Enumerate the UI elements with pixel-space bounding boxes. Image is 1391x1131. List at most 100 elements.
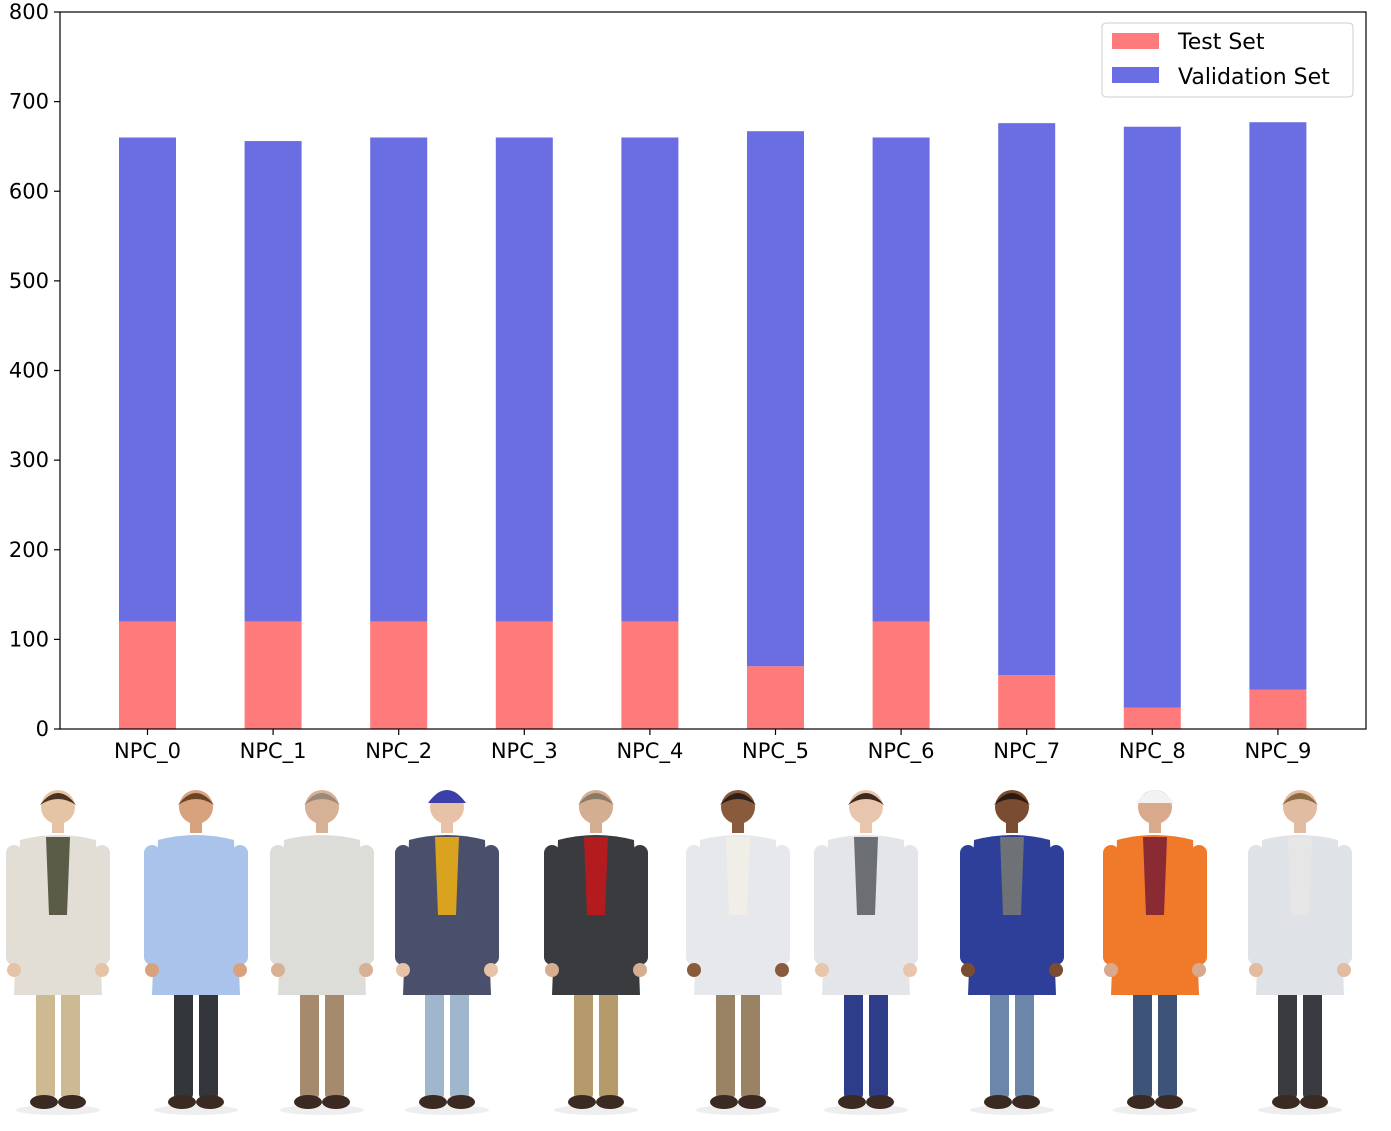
- figure-left-leg: [1133, 965, 1152, 1100]
- bar-test-set-npc-1: [244, 621, 302, 729]
- bar-test-set-npc-6: [872, 621, 930, 729]
- y-tick-label: 0: [36, 717, 49, 741]
- character-figures-strip: [6, 790, 1352, 1115]
- bar-validation-set-npc-7: [998, 123, 1056, 676]
- bar-validation-set-npc-0: [119, 137, 176, 622]
- figure-right-shoe: [866, 1095, 894, 1109]
- character-figure-npc-8: [1103, 790, 1207, 1115]
- character-figure-npc-6: [814, 790, 918, 1115]
- bar-validation-set-npc-5: [747, 131, 804, 667]
- x-tick-label-npc-3: NPC_3: [491, 739, 558, 764]
- figure-left-shoe: [568, 1095, 596, 1109]
- bar-test-set-npc-7: [998, 675, 1056, 729]
- figure-left-shoe: [30, 1095, 58, 1109]
- bar-test-set-npc-0: [119, 621, 176, 729]
- x-tick-label-npc-5: NPC_5: [742, 739, 809, 764]
- figure-hat: [1136, 790, 1174, 803]
- figure-shirt: [726, 837, 750, 915]
- figure-hair: [304, 793, 340, 805]
- figure-right-hand: [484, 963, 498, 977]
- bar-test-set-npc-3: [495, 621, 553, 729]
- bar-validation-set-npc-1: [244, 141, 302, 622]
- figure-left-leg: [300, 965, 319, 1100]
- bar-test-set-npc-9: [1249, 689, 1307, 729]
- character-figure-npc-5: [686, 790, 790, 1115]
- y-tick-label: 100: [9, 627, 49, 651]
- figure-right-shoe: [596, 1095, 624, 1109]
- figure-right-shoe: [1300, 1095, 1328, 1109]
- figure-left-leg: [174, 965, 193, 1100]
- figure-right-hand: [1049, 963, 1063, 977]
- bars-layer: [119, 122, 1307, 729]
- figure-shirt: [854, 837, 878, 915]
- figure-left-leg: [844, 965, 863, 1100]
- figure-shirt: [435, 837, 459, 915]
- y-tick-label: 300: [9, 448, 49, 472]
- x-axis: NPC_0 NPC_1 NPC_2 NPC_3 NPC_4 NPC_5 NPC_6 NPC_7…: [114, 729, 1311, 764]
- figure-left-leg: [1278, 965, 1297, 1100]
- figure-shirt: [310, 837, 334, 915]
- figure-shirt: [1143, 837, 1167, 915]
- figure-right-shoe: [58, 1095, 86, 1109]
- character-figure-npc-7: [960, 790, 1064, 1115]
- figure-left-hand: [145, 963, 159, 977]
- figure-right-hand: [359, 963, 373, 977]
- bar-test-set-npc-5: [747, 666, 804, 729]
- figure-right-hand: [1337, 963, 1351, 977]
- figure-left-hand: [1104, 963, 1118, 977]
- figure-left-hand: [545, 963, 559, 977]
- legend-label-validation-set: Validation Set: [1178, 65, 1330, 90]
- figure-hair: [1282, 793, 1318, 805]
- x-tick-label-npc-6: NPC_6: [868, 739, 935, 764]
- x-tick-label-npc-8: NPC_8: [1119, 739, 1186, 764]
- y-axis: 0 100 200 300 400 500 600 700 800: [9, 0, 60, 741]
- bar-validation-set-npc-2: [370, 137, 428, 622]
- figure-shadow: [824, 1105, 908, 1115]
- figure-hair: [720, 793, 756, 805]
- legend-swatch-test-set: [1112, 33, 1159, 49]
- figure-right-leg: [61, 965, 80, 1100]
- bar-validation-set-npc-9: [1249, 122, 1307, 690]
- character-figure-npc-0: [6, 790, 110, 1115]
- bar-validation-set-npc-3: [495, 137, 553, 622]
- figure-left-shoe: [419, 1095, 447, 1109]
- legend-box: [1101, 22, 1354, 98]
- figure-shadow: [280, 1105, 364, 1115]
- figure-right-leg: [599, 965, 618, 1100]
- figure-shirt: [1288, 837, 1312, 915]
- figure-left-hand: [815, 963, 829, 977]
- figure-left-shoe: [838, 1095, 866, 1109]
- figure-left-shoe: [1127, 1095, 1155, 1109]
- figure-right-shoe: [738, 1095, 766, 1109]
- figure-hat: [428, 790, 466, 803]
- figure-left-shoe: [294, 1095, 322, 1109]
- figure-right-hand: [903, 963, 917, 977]
- figure-shirt: [1000, 837, 1024, 915]
- y-tick-label: 200: [9, 538, 49, 562]
- figure-shadow: [970, 1105, 1054, 1115]
- figure-shirt: [184, 837, 208, 915]
- figure-left-leg: [990, 965, 1009, 1100]
- figure-right-leg: [199, 965, 218, 1100]
- figure-shirt: [584, 837, 608, 915]
- figure-right-shoe: [1155, 1095, 1183, 1109]
- figure-hair: [848, 793, 884, 805]
- figure-right-hand: [95, 963, 109, 977]
- legend: Test Set Validation Set: [1101, 22, 1354, 98]
- x-tick-label-npc-4: NPC_4: [616, 739, 683, 764]
- character-figure-npc-9: [1248, 790, 1352, 1115]
- figure-right-shoe: [322, 1095, 350, 1109]
- x-tick-label-npc-1: NPC_1: [240, 739, 307, 764]
- y-tick-label: 800: [9, 0, 49, 24]
- figure-shadow: [696, 1105, 780, 1115]
- figure-left-hand: [7, 963, 21, 977]
- figure-right-leg: [741, 965, 760, 1100]
- figure-shadow: [405, 1105, 489, 1115]
- bar-test-set-npc-2: [370, 621, 428, 729]
- figure-left-hand: [396, 963, 410, 977]
- figure-left-shoe: [984, 1095, 1012, 1109]
- figure-shirt: [46, 837, 70, 915]
- figure-left-leg: [425, 965, 444, 1100]
- figure-right-leg: [450, 965, 469, 1100]
